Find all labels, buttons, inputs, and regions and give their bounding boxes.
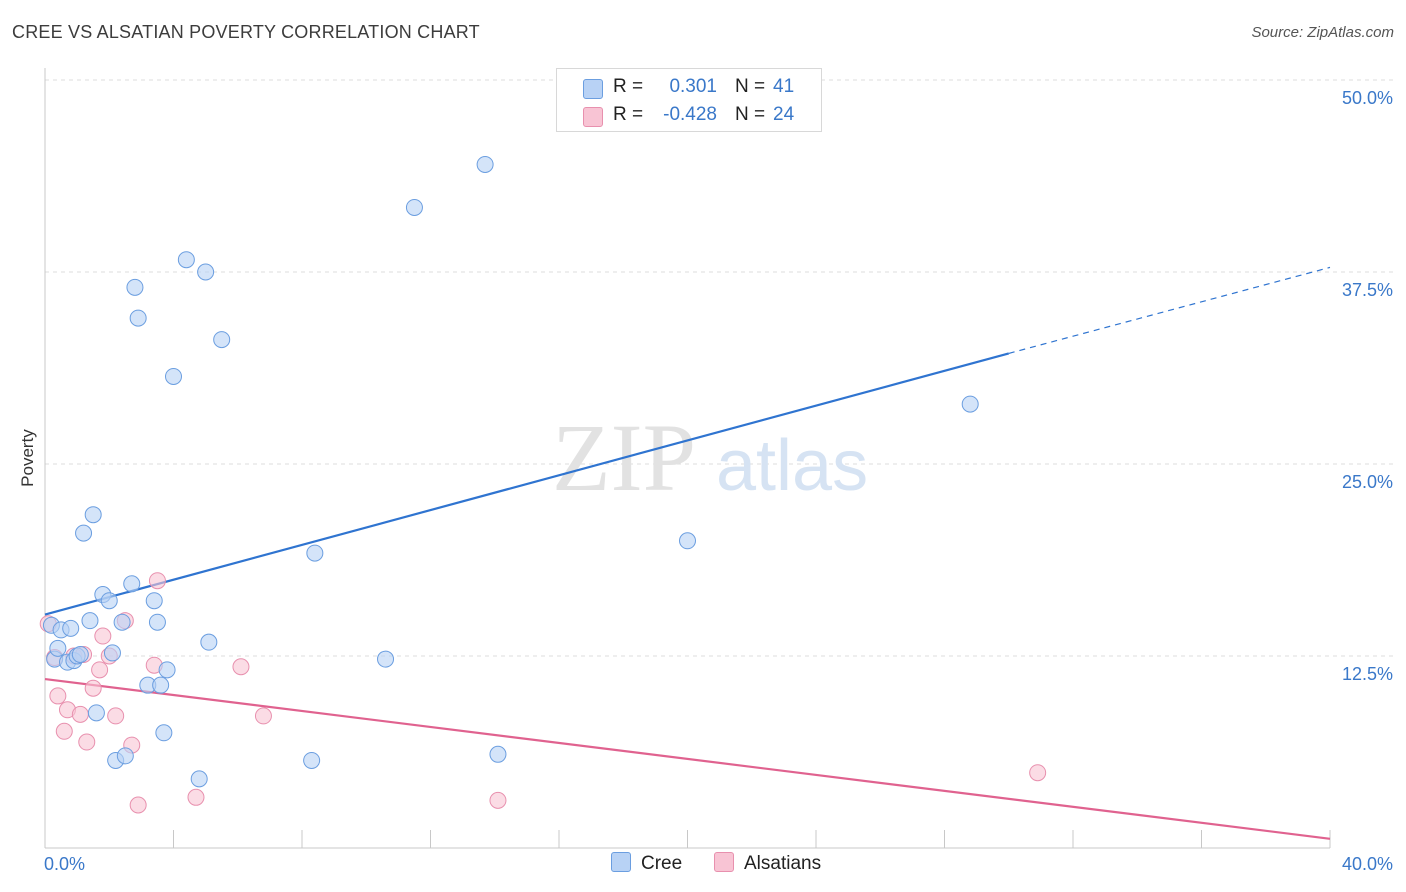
alsatians-point bbox=[1029, 764, 1047, 782]
cree-point bbox=[489, 745, 507, 763]
tick-labels: 12.5% 25.0% 37.5% 50.0% 0.0% 40.0% bbox=[44, 88, 1393, 874]
bottom-alsatians-swatch bbox=[714, 852, 734, 872]
cree-n-label: N = bbox=[735, 76, 766, 97]
legend-row-alsatians: R = -0.428 N = 24 bbox=[557, 101, 821, 129]
legend-row-cree: R = 0.301 N = 41 bbox=[557, 73, 821, 101]
cree-point bbox=[306, 544, 324, 562]
alsatians-point bbox=[91, 661, 109, 679]
cree-r-label: R = bbox=[613, 76, 644, 97]
cree-point bbox=[405, 198, 423, 216]
cree-point bbox=[62, 619, 80, 637]
cree-point bbox=[145, 592, 163, 610]
alsatians-point bbox=[78, 733, 96, 751]
bottom-cree-label: Cree bbox=[641, 853, 683, 874]
cree-point bbox=[152, 676, 170, 694]
cree-point bbox=[116, 747, 134, 765]
alsatians-point bbox=[94, 627, 112, 645]
cree-point bbox=[100, 592, 118, 610]
correlation-legend: R = 0.301 N = 41 R = -0.428 N = 24 bbox=[556, 68, 822, 132]
alsatians-n-value: 24 bbox=[773, 104, 795, 125]
alsatians-point bbox=[187, 788, 205, 806]
alsatians-point bbox=[232, 658, 250, 676]
cree-point bbox=[49, 639, 67, 657]
cree-point bbox=[84, 506, 102, 524]
cree-point bbox=[190, 770, 208, 788]
x-tick-label: 40.0% bbox=[1342, 854, 1393, 874]
cree-point bbox=[158, 661, 176, 679]
cree-trend-line bbox=[44, 352, 1010, 616]
cree-n-value: 41 bbox=[773, 76, 795, 97]
cree-point bbox=[165, 367, 182, 385]
y-axis-label: Poverty bbox=[18, 429, 37, 487]
alsatians-point bbox=[129, 796, 147, 814]
cree-point bbox=[71, 645, 89, 663]
cree-points bbox=[42, 155, 979, 788]
cree-point bbox=[200, 633, 218, 651]
cree-point bbox=[377, 650, 395, 668]
cree-point bbox=[126, 278, 144, 296]
cree-point bbox=[213, 331, 231, 349]
alsatians-trend-line bbox=[44, 677, 1331, 840]
alsatians-point bbox=[148, 572, 166, 590]
alsatians-point bbox=[107, 707, 125, 725]
cree-point bbox=[303, 751, 321, 769]
bottom-legend-alsatians: Alsatians bbox=[714, 852, 821, 875]
source-label: Source: ZipAtlas.com bbox=[1251, 24, 1394, 41]
cree-point bbox=[155, 724, 173, 742]
watermark-atlas: atlas bbox=[716, 426, 868, 506]
alsatians-r-value: -0.428 bbox=[663, 104, 717, 125]
cree-point bbox=[87, 704, 105, 722]
bottom-legend-cree: Cree bbox=[611, 852, 682, 875]
cree-point bbox=[197, 263, 215, 281]
trend-lines bbox=[44, 266, 1331, 840]
cree-point bbox=[148, 613, 166, 631]
y-tick-label: 12.5% bbox=[1342, 664, 1393, 684]
alsatians-point bbox=[71, 705, 89, 723]
x-tick-label: 0.0% bbox=[44, 854, 85, 874]
alsatians-point bbox=[489, 791, 507, 809]
cree-point bbox=[123, 575, 141, 593]
alsatians-point bbox=[55, 722, 73, 740]
y-tick-label: 37.5% bbox=[1342, 280, 1393, 300]
cree-point bbox=[113, 613, 131, 631]
y-tick-label: 50.0% bbox=[1342, 88, 1393, 108]
grid-lines bbox=[45, 79, 1395, 657]
page-title: CREE VS ALSATIAN POVERTY CORRELATION CHA… bbox=[12, 22, 480, 42]
alsatians-r-label: R = bbox=[613, 104, 644, 125]
cree-point bbox=[81, 612, 99, 630]
cree-point bbox=[961, 395, 979, 413]
y-tick-label: 25.0% bbox=[1342, 472, 1393, 492]
axes bbox=[44, 68, 1331, 849]
cree-point bbox=[103, 644, 121, 662]
alsatians-swatch bbox=[583, 107, 603, 127]
cree-point bbox=[476, 155, 494, 173]
bottom-alsatians-label: Alsatians bbox=[744, 853, 822, 874]
cree-r-value: 0.301 bbox=[669, 76, 717, 97]
alsatians-n-label: N = bbox=[735, 104, 766, 125]
alsatians-point bbox=[49, 687, 67, 705]
cree-trend-extension bbox=[1008, 266, 1331, 354]
cree-point bbox=[129, 309, 147, 327]
cree-point bbox=[177, 251, 195, 269]
cree-point bbox=[679, 532, 696, 550]
cree-swatch bbox=[583, 79, 603, 99]
alsatians-point bbox=[84, 679, 102, 697]
cree-point bbox=[75, 524, 93, 542]
alsatians-point bbox=[254, 707, 272, 725]
bottom-cree-swatch bbox=[611, 852, 631, 872]
